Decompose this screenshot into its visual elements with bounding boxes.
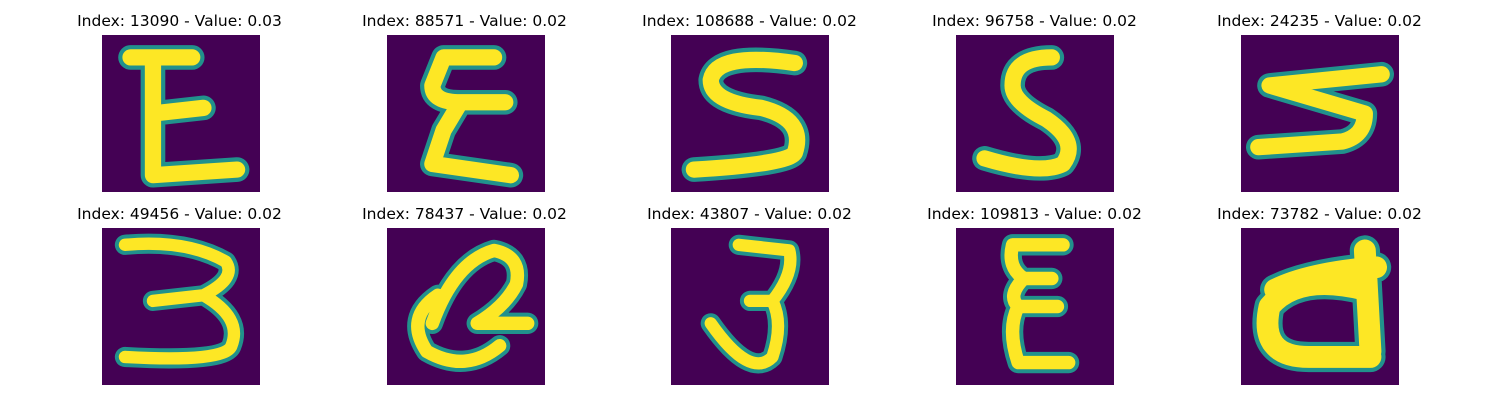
glyph-3 [700,234,801,374]
glyph-3 [114,233,244,369]
digit-image [387,35,545,192]
glyph-d [1252,235,1392,373]
digit-image [387,228,545,385]
panel-title: Index: 73782 - Value: 0.02 [1217,205,1422,223]
digit-image [102,228,260,385]
panel-3: Index: 108688 - Value: 0.02 [607,0,892,193]
panel-10: Index: 73782 - Value: 0.02 [1177,193,1462,386]
panel-title: Index: 49456 - Value: 0.02 [77,205,282,223]
digit-image [956,228,1114,385]
glyph-S [681,47,810,182]
panel-5: Index: 24235 - Value: 0.02 [1177,0,1462,193]
digit-image [102,35,260,192]
panel-title: Index: 13090 - Value: 0.03 [77,12,282,30]
glyph-E [118,45,250,188]
glyph-epsilon [420,45,524,188]
panel-title: Index: 78437 - Value: 0.02 [362,205,567,223]
panel-title: Index: 43807 - Value: 0.02 [647,205,852,223]
panel-title: Index: 108688 - Value: 0.02 [642,12,857,30]
panel-title: Index: 88571 - Value: 0.02 [362,12,567,30]
digit-image [956,35,1114,192]
digit-image [671,228,829,385]
glyph-S-rotated [1245,61,1395,160]
panel-4: Index: 96758 - Value: 0.02 [892,0,1177,193]
panel-6: Index: 49456 - Value: 0.02 [37,193,322,386]
glyph-epsilon [1000,234,1080,374]
panel-2: Index: 88571 - Value: 0.02 [322,0,607,193]
glyph-S [972,45,1081,181]
digit-image [1241,35,1399,192]
panel-title: Index: 96758 - Value: 0.02 [932,12,1137,30]
panel-1: Index: 13090 - Value: 0.03 [37,0,322,193]
glyph-Q-like [407,239,539,372]
panel-title: Index: 24235 - Value: 0.02 [1217,12,1422,30]
digit-image [671,35,829,192]
panel-9: Index: 109813 - Value: 0.02 [892,193,1177,386]
panel-title: Index: 109813 - Value: 0.02 [927,205,1142,223]
panel-8: Index: 43807 - Value: 0.02 [607,193,892,386]
panel-7: Index: 78437 - Value: 0.02 [322,193,607,386]
digit-image [1241,228,1399,385]
